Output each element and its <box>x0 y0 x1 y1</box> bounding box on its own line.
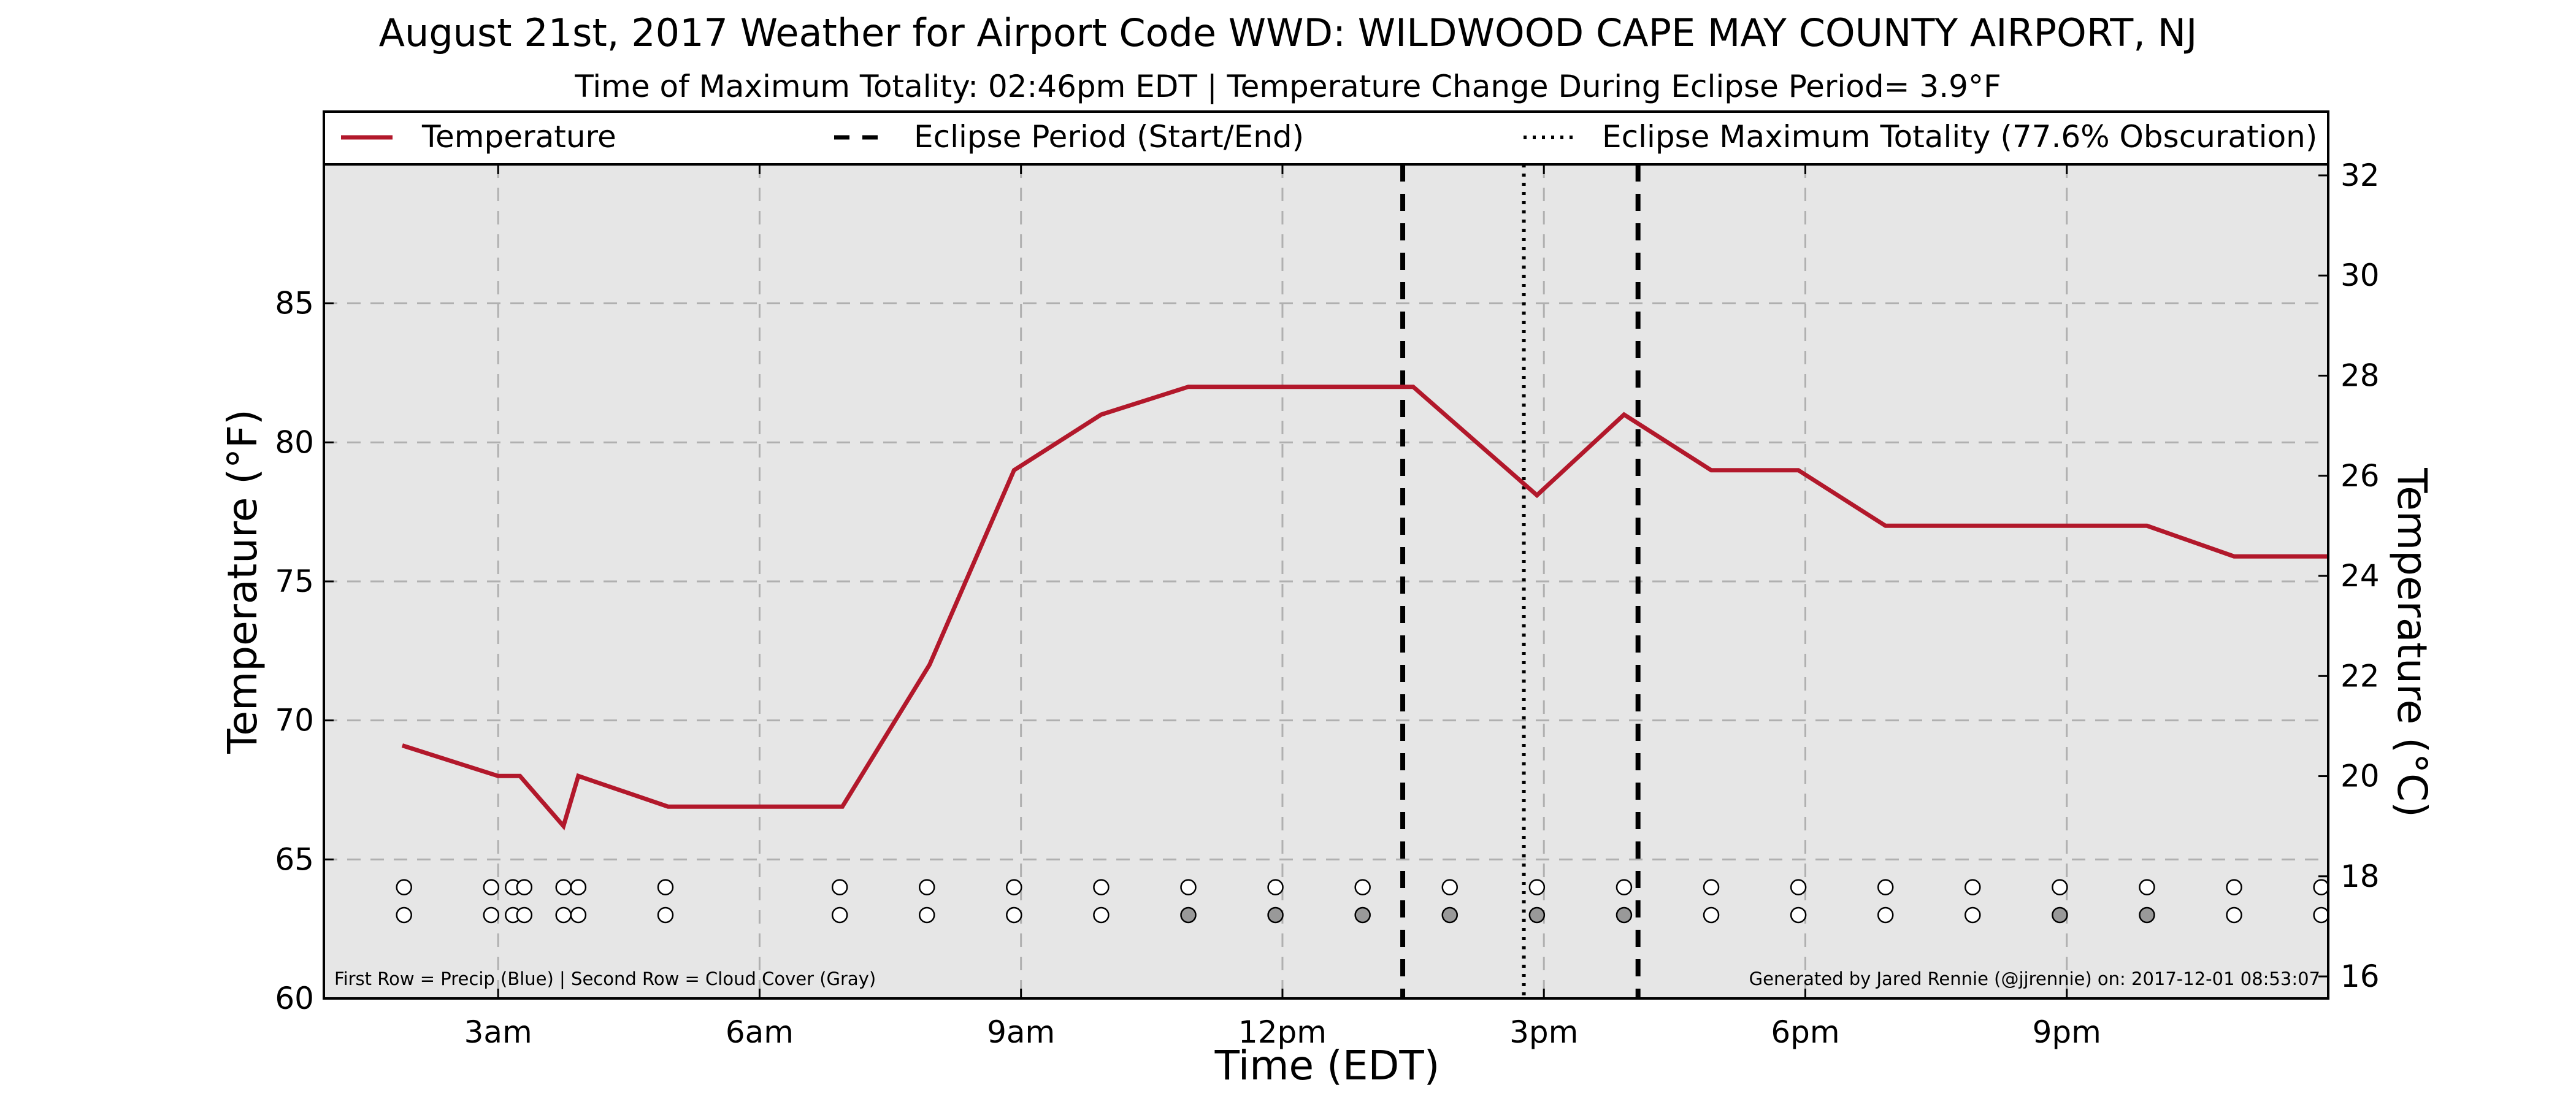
cloud-cover-marker <box>1877 906 1894 924</box>
precip-marker <box>2052 879 2068 895</box>
cloud-cover-marker <box>1441 906 1459 924</box>
x-tick-label: 9pm <box>2033 1014 2101 1050</box>
cloud-cover-marker <box>1703 906 1720 924</box>
cloud-cover-marker <box>1616 906 1633 924</box>
precip-marker <box>831 879 848 895</box>
cloud-cover-marker <box>2313 906 2329 924</box>
precip-marker <box>1703 879 1720 895</box>
precip-marker <box>2313 879 2329 895</box>
precip-marker <box>1616 879 1633 895</box>
y-tick-label: 85 <box>275 286 314 321</box>
precip-marker <box>1877 879 1894 895</box>
precip-marker <box>396 879 412 895</box>
cloud-cover-marker <box>918 906 935 924</box>
legend-label-eclipse-max: Eclipse Maximum Totality (77.6% Obscurat… <box>1602 119 2317 155</box>
y-right-tick-label: 22 <box>2340 658 2380 694</box>
precip-marker <box>1528 879 1546 895</box>
temperature-line <box>401 385 2328 831</box>
cloud-cover-marker <box>396 906 412 924</box>
cloud-cover-marker <box>1354 906 1371 924</box>
x-tick-label: 6pm <box>1771 1014 1839 1050</box>
y-tick-label: 70 <box>275 703 314 738</box>
cloud-cover-marker <box>1180 906 1197 924</box>
precip-marker <box>918 879 935 895</box>
cloud-cover-marker <box>657 906 674 924</box>
y-right-tick-label: 16 <box>2340 959 2380 994</box>
cloud-cover-marker <box>1790 906 1807 924</box>
precip-marker <box>570 879 587 895</box>
cloud-cover-marker <box>2052 906 2068 924</box>
x-tick-label: 6am <box>726 1014 794 1050</box>
precip-marker <box>555 879 572 895</box>
cloud-cover-marker <box>1006 906 1022 924</box>
cloud-cover-marker <box>483 906 500 924</box>
chart-subtitle: Time of Maximum Totality: 02:46pm EDT | … <box>574 69 2001 104</box>
x-tick-label: 3pm <box>1509 1014 1578 1050</box>
legend-label-temperature: Temperature <box>421 119 616 155</box>
y-right-tick-label: 20 <box>2340 759 2380 794</box>
cloud-cover-marker <box>1965 906 1981 924</box>
y-right-tick-label: 30 <box>2340 258 2380 293</box>
observation-rows <box>396 879 2329 924</box>
series-layer <box>401 385 2328 831</box>
cloud-cover-marker <box>555 906 572 924</box>
y-axis-ticks: 60 65 70 75 80 85 <box>275 286 334 1016</box>
precip-marker <box>1180 879 1197 895</box>
precip-marker <box>483 879 500 895</box>
y-right-tick-label: 28 <box>2340 358 2380 393</box>
y-axis-label: Temperature (°F) <box>219 409 266 754</box>
cloud-cover-marker <box>2226 906 2242 924</box>
y-tick-label: 65 <box>275 841 314 877</box>
cloud-cover-marker <box>831 906 848 924</box>
legend-frame <box>323 110 2329 166</box>
footnote-left: First Row = Precip (Blue) | Second Row =… <box>334 968 876 989</box>
cloud-cover-marker <box>1093 906 1110 924</box>
x-axis-ticks: 3am 6am 9am 12pm 3pm 6pm 9pm <box>464 164 2101 1050</box>
precip-marker <box>1965 879 1981 895</box>
x-tick-label: 9am <box>987 1014 1055 1050</box>
cloud-cover-marker <box>2139 906 2155 924</box>
chart-title: August 21st, 2017 Weather for Airport Co… <box>379 10 2198 55</box>
x-tick-label: 3am <box>464 1014 532 1050</box>
precip-marker <box>1267 879 1284 895</box>
x-axis-label: Time (EDT) <box>1214 1042 1440 1089</box>
cloud-cover-marker <box>570 906 587 924</box>
y-right-tick-label: 32 <box>2340 158 2380 193</box>
y-tick-label: 75 <box>275 564 314 599</box>
y-tick-label: 80 <box>275 424 314 460</box>
precip-marker <box>516 879 533 895</box>
precip-marker <box>1354 879 1371 895</box>
precip-marker <box>2139 879 2155 895</box>
eclipse-markers <box>1400 164 1641 998</box>
x-tick-label: 12pm <box>1238 1014 1327 1050</box>
cloud-cover-marker <box>1528 906 1546 924</box>
footnote-right: Generated by Jared Rennie (@jjrennie) on… <box>1749 968 2320 989</box>
precip-marker <box>1093 879 1110 895</box>
cloud-cover-marker <box>1267 906 1284 924</box>
y-right-axis-label: Temperature (°C) <box>2388 467 2436 818</box>
y-right-tick-label: 18 <box>2340 859 2380 894</box>
legend: Temperature Eclipse Period (Start/End) E… <box>323 110 2329 166</box>
precip-marker <box>1790 879 1807 895</box>
precip-marker <box>1006 879 1022 895</box>
y-right-tick-label: 26 <box>2340 458 2380 494</box>
cloud-cover-marker <box>516 906 533 924</box>
y-right-axis-ticks: 16 18 20 22 24 26 28 30 32 <box>2318 158 2380 994</box>
legend-label-eclipse-period: Eclipse Period (Start/End) <box>914 119 1304 155</box>
y-tick-label: 60 <box>275 981 314 1016</box>
grid-lines <box>324 164 2328 998</box>
y-right-tick-label: 24 <box>2340 558 2380 594</box>
precip-marker <box>2226 879 2242 895</box>
precip-marker <box>1441 879 1459 895</box>
precip-marker <box>657 879 674 895</box>
